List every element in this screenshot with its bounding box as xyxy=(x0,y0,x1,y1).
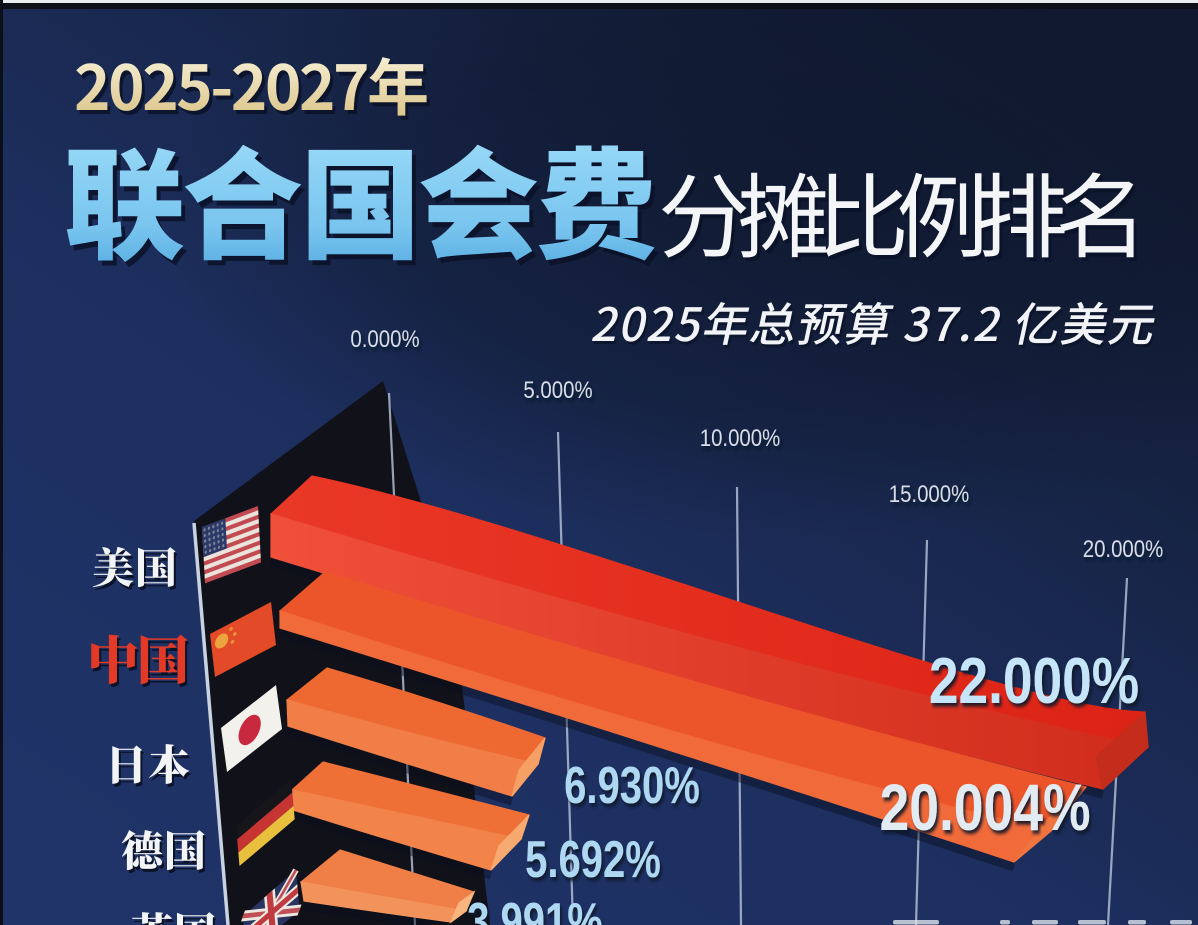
svg-text:20.000%: 20.000% xyxy=(1083,535,1164,562)
svg-text:10.000%: 10.000% xyxy=(700,424,781,451)
svg-text:0.000%: 0.000% xyxy=(350,325,419,352)
svg-text:5.000%: 5.000% xyxy=(523,376,592,403)
svg-text:20.004%: 20.004% xyxy=(879,771,1090,845)
svg-text:15.000%: 15.000% xyxy=(889,480,970,507)
svg-text:22.000%: 22.000% xyxy=(929,644,1139,717)
svg-text:5.692%: 5.692% xyxy=(525,830,661,888)
svg-text:6.930%: 6.930% xyxy=(564,756,700,814)
svg-text:3.991%: 3.991% xyxy=(467,892,603,925)
